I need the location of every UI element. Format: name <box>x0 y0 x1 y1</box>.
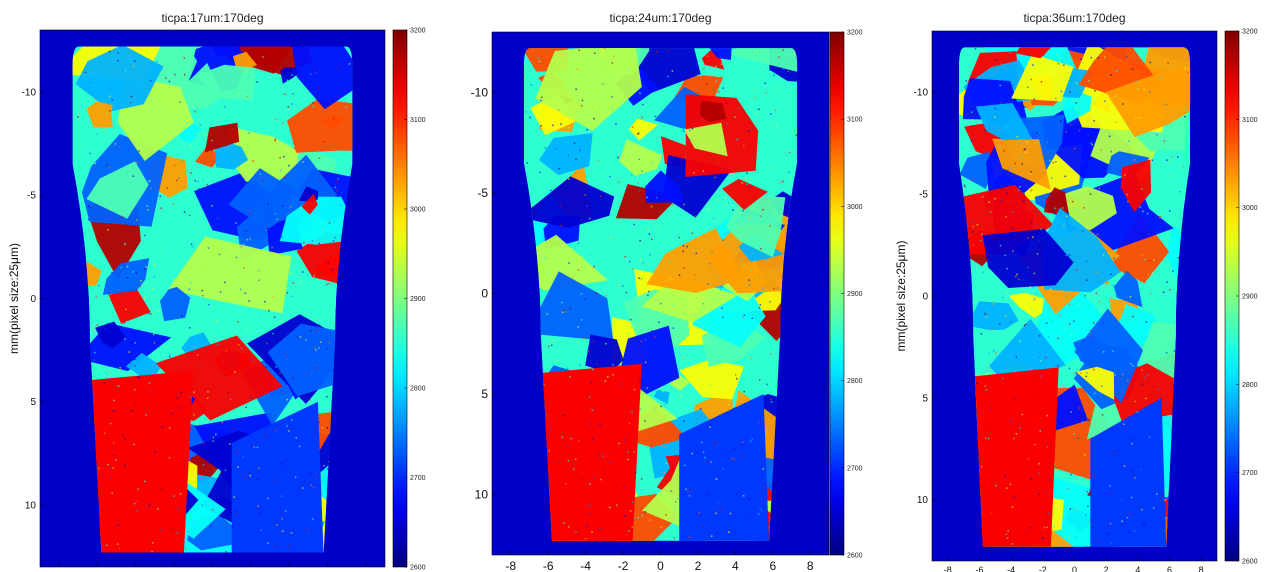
chart-panel-3: ticpa:36um:170deg -8 -6 -4 -2 0 2 4 6 8 -10 -5 0 5 10 m… <box>894 11 1258 572</box>
x-tick-label: -2 <box>1039 565 1047 572</box>
colorbar-tick-label: 3200 <box>847 30 863 37</box>
colorbar: 2600 2700 2800 2900 3000 3100 3200 <box>829 30 863 560</box>
y-tick-label: 0 <box>922 291 928 302</box>
y-tick-label: -10 <box>22 87 37 98</box>
colorbar-tick-label: 3200 <box>410 28 426 35</box>
x-tick-label: -2 <box>618 559 629 572</box>
y-tick-label: 5 <box>922 393 928 404</box>
colorbar-tick-label: 2600 <box>847 553 863 560</box>
colorbar-tick-label: 2600 <box>1242 559 1258 566</box>
chart-panel-1: ticpa:17um:170deg-8-6-4-202468-10-50510m… <box>7 11 426 572</box>
x-tick-label: 6 <box>769 559 776 572</box>
colorbar-tick-label: 3000 <box>1242 205 1258 212</box>
x-tick-label: 2 <box>1104 565 1109 572</box>
colorbar-tick-label: 3100 <box>1242 117 1258 124</box>
colorbar-tick-label: 2800 <box>1242 382 1258 389</box>
y-tick-label: -10 <box>471 85 489 99</box>
y-tick-label: -5 <box>477 186 488 200</box>
y-axis-label: mm(pixel size:25μm) <box>7 243 21 354</box>
colorbar-tick-label: 3000 <box>410 207 426 214</box>
colorbar-tick-label: 2900 <box>410 296 426 303</box>
x-tick-label: -6 <box>543 559 554 572</box>
x-tick-label: 8 <box>807 559 814 572</box>
x-tick-label: -4 <box>1007 565 1015 572</box>
y-tick-label: 5 <box>481 387 488 401</box>
y-tick-label: 10 <box>917 495 929 506</box>
colorbar: 2600 2700 2800 2900 3000 3100 3200 <box>1224 29 1258 566</box>
colorbar-tick-label: 2800 <box>847 378 863 385</box>
colorbar-tick-label: 3100 <box>847 117 863 124</box>
colorbar-tick-label: 3000 <box>847 204 863 211</box>
colorbar-tick-label: 2800 <box>410 386 426 393</box>
y-tick-label: 0 <box>481 287 488 301</box>
y-tick-label: -5 <box>27 191 36 202</box>
x-tick-label: -8 <box>944 565 952 572</box>
colorbar-tick-label: 3100 <box>410 117 426 124</box>
colorbar-tick-label: 2600 <box>410 565 426 572</box>
x-tick-label: 0 <box>1072 565 1077 572</box>
colorbar-tick-label: 2700 <box>410 475 426 482</box>
y-tick-label: -10 <box>914 87 929 98</box>
colorbar-tick-label: 2900 <box>1242 294 1258 301</box>
chart-title: ticpa:24um:170deg <box>609 11 711 25</box>
x-tick-label: -6 <box>975 565 983 572</box>
x-tick-label: 0 <box>657 559 664 572</box>
y-axis-label: mm(pixel size:25μm) <box>894 241 908 352</box>
x-tick-label: -8 <box>505 559 516 572</box>
colorbar: 2600 2700 2800 2900 3000 3100 3200 <box>392 28 426 572</box>
x-tick-label: 4 <box>1135 565 1140 572</box>
colorbar-tick-label: 2700 <box>1242 470 1258 477</box>
y-tick-label: 10 <box>25 500 37 511</box>
colorbar-tick-label: 2700 <box>847 465 863 472</box>
x-tick-label: -4 <box>580 559 591 572</box>
colorbar-tick-label: 3200 <box>1242 29 1258 36</box>
x-tick-label: 8 <box>1199 565 1204 572</box>
y-tick-label: 5 <box>30 397 36 408</box>
x-tick-label: 6 <box>1167 565 1172 572</box>
y-tick-label: 10 <box>475 488 489 502</box>
x-tick-label: 4 <box>732 559 739 572</box>
colorbar-tick-label: 2900 <box>847 291 863 298</box>
y-tick-label: -5 <box>919 189 928 200</box>
x-tick-label: 2 <box>695 559 702 572</box>
chart-title: ticpa:36um:170deg <box>1023 11 1125 25</box>
chart-panel-2: ticpa:24um:170deg -8 -6 -4 -2 0 2 4 6 8 -10 -5 0 5 10 2… <box>471 11 863 572</box>
chart-title: ticpa:17um:170deg <box>161 11 263 25</box>
y-tick-label: 0 <box>30 294 36 305</box>
